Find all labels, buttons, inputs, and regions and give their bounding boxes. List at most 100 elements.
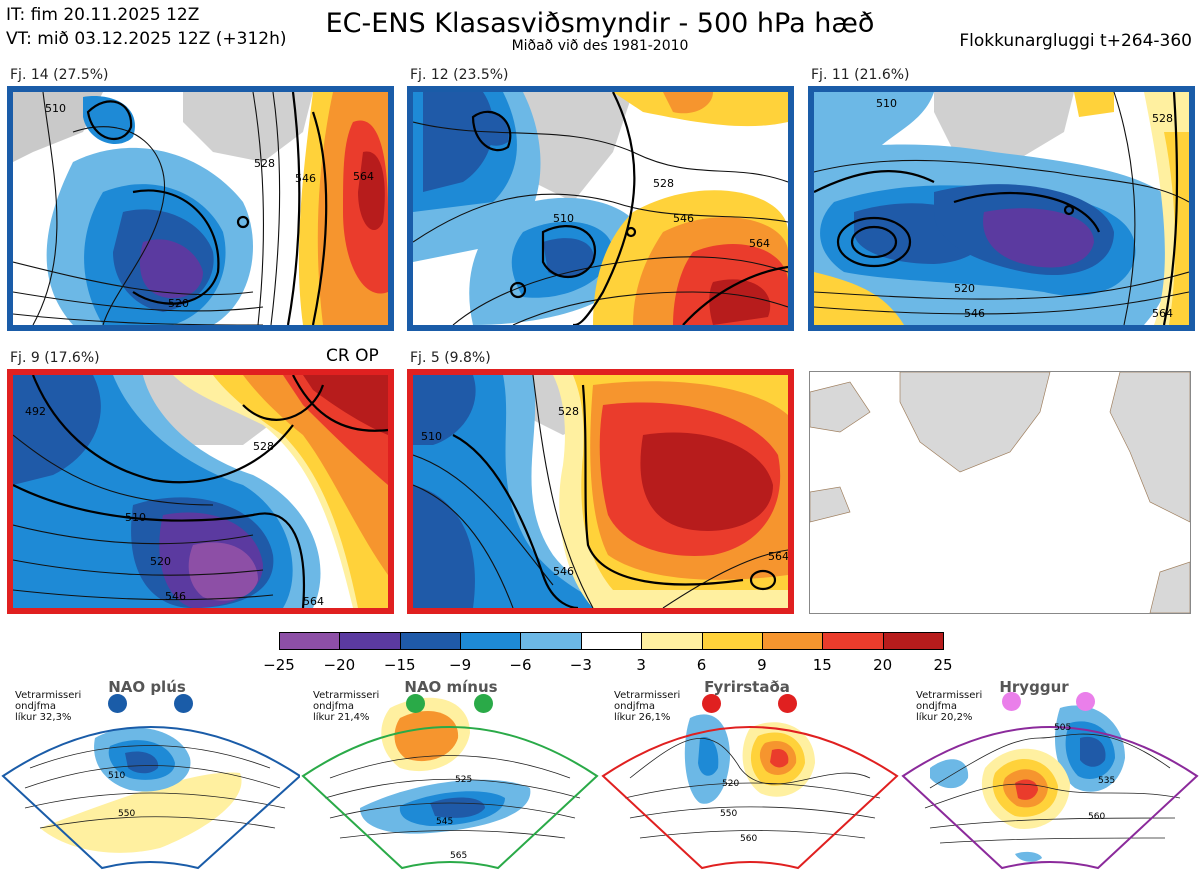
page-subtitle: Miðað við des 1981-2010 [511, 38, 689, 54]
contour-label: 510 [108, 771, 125, 781]
contour-label: 510 [125, 511, 146, 524]
cluster-map-panel: 492 510 520 528 546 564 [7, 369, 394, 614]
contour-label: 528 [253, 440, 274, 453]
regime-dot-icon [474, 694, 493, 713]
regime-map: 525 545 565 [301, 697, 599, 870]
cluster-map: 510 520 528 546 564 [814, 92, 1189, 325]
contour-label: 510 [421, 430, 442, 443]
regime-dot-icon [1076, 692, 1095, 711]
control-run-marker: CR OP [326, 346, 379, 366]
cluster-map-panel: 520 528 546 564 510 [7, 86, 394, 331]
contour-label: 525 [455, 775, 472, 785]
contour-label: 510 [876, 97, 897, 110]
colorbar-segment [882, 632, 944, 650]
valid-time: VT: mið 03.12.2025 12Z (+312h) [6, 29, 287, 49]
regime-dot-icon [1002, 692, 1021, 711]
classification-window: Flokkunargluggi t+264-360 [959, 31, 1192, 51]
contour-label: 520 [954, 282, 975, 295]
contour-label: 510 [553, 212, 574, 225]
colorbar-tick-label: 15 [812, 656, 832, 674]
colorbar-tick-label: 20 [873, 656, 893, 674]
note-line: ondjfma [614, 701, 655, 712]
contour-label: 520 [168, 297, 189, 310]
contour-label: 550 [118, 809, 135, 819]
regime-map: 505 535 560 [901, 705, 1199, 870]
cluster-map: 492 510 520 528 546 564 [13, 375, 388, 608]
regime-note: Vetrarmisseri ondjfma líkur 32,3% [15, 690, 81, 723]
contour-label: 545 [436, 817, 453, 827]
contour-label: 560 [740, 834, 757, 844]
contour-label: 520 [150, 555, 171, 568]
colorbar-segment [460, 632, 522, 650]
colorbar-segment [701, 632, 763, 650]
cluster-map: 510 528 546 564 [413, 375, 788, 608]
note-line: líkur 21,4% [313, 712, 370, 723]
note-line: Vetrarmisseri [15, 690, 82, 701]
colorbar-tick-label: −20 [323, 656, 356, 674]
colorbar-segment [399, 632, 462, 650]
colorbar-segment [761, 632, 824, 650]
coastline-map [810, 372, 1190, 613]
note-line: ondjfma [916, 701, 957, 712]
cluster-map-panel: 510 528 546 564 [407, 369, 794, 614]
contour-label: 564 [768, 550, 788, 563]
colorbar-tick-label: 9 [757, 656, 767, 674]
note-line: líkur 32,3% [15, 712, 72, 723]
contour-label: 546 [964, 307, 985, 320]
regime-title: Hryggur [999, 678, 1069, 696]
contour-label: 564 [353, 170, 374, 183]
colorbar-segment [641, 632, 703, 650]
contour-label: 546 [165, 590, 186, 603]
note-line: líkur 26,1% [614, 712, 671, 723]
contour-label: 546 [295, 172, 316, 185]
empty-map-panel [809, 371, 1191, 614]
note-line: ondjfma [313, 701, 354, 712]
panel-label: Fj. 14 (27.5%) [10, 67, 109, 83]
regime-dot-icon [778, 694, 797, 713]
colorbar-segment [279, 632, 341, 650]
contour-label: 528 [254, 157, 275, 170]
regime-ridge: 505 535 560 [900, 678, 1200, 871]
cluster-map-panel: 510 528 546 564 [407, 86, 794, 331]
regime-map: 520 550 560 [601, 714, 899, 870]
colorbar-tick-label: −9 [449, 656, 472, 674]
colorbar-ticks: −25 −20 −15 −9 −6 −3 3 6 9 15 20 25 [263, 656, 952, 676]
regime-blocking: 520 550 560 [600, 678, 900, 871]
contour-label: 535 [1098, 776, 1115, 786]
contour-label: 564 [1152, 307, 1173, 320]
regime-note: Vetrarmisseri ondjfma líkur 21,4% [313, 690, 379, 723]
regime-note: Vetrarmisseri ondjfma líkur 26,1% [614, 690, 680, 723]
cluster-map-panel: 510 520 528 546 564 [808, 86, 1195, 331]
panel-label: Fj. 12 (23.5%) [410, 67, 509, 83]
contour-label: 564 [749, 237, 770, 250]
colorbar-segment [520, 632, 582, 650]
regime-dot-icon [702, 694, 721, 713]
regime-nao-minus: 525 545 565 [300, 678, 600, 871]
contour-label: 492 [25, 405, 46, 418]
contour-label: 528 [558, 405, 579, 418]
regime-title: NAO plús [108, 678, 186, 696]
note-line: ondjfma [15, 701, 56, 712]
regime-nao-plus: 510 550 [0, 678, 302, 871]
colorbar-segment [339, 632, 401, 650]
colorbar-tick-label: −6 [509, 656, 532, 674]
panel-label: Fj. 9 (17.6%) [10, 350, 100, 366]
colorbar-tick-label: 25 [933, 656, 953, 674]
contour-label: 528 [1152, 112, 1173, 125]
contour-label: 505 [1054, 723, 1071, 733]
contour-label: 564 [303, 595, 324, 608]
cluster-map: 520 528 546 564 510 [13, 92, 388, 325]
init-time: IT: fim 20.11.2025 12Z [6, 5, 200, 25]
contour-label: 560 [1088, 812, 1105, 822]
regime-map: 510 550 [1, 726, 302, 870]
regime-title: Fyrirstaða [704, 678, 790, 696]
panel-label: Fj. 5 (9.8%) [410, 350, 491, 366]
page-title: EC-ENS Klasasviðsmyndir - 500 hPa hæð [325, 8, 875, 39]
colorbar-tick-label: −3 [569, 656, 592, 674]
contour-label: 550 [720, 809, 737, 819]
regime-title: NAO mínus [404, 678, 498, 696]
note-line: Vetrarmisseri [614, 690, 681, 701]
contour-label: 510 [45, 102, 66, 115]
regime-dot-icon [174, 694, 193, 713]
note-line: Vetrarmisseri [916, 690, 983, 701]
